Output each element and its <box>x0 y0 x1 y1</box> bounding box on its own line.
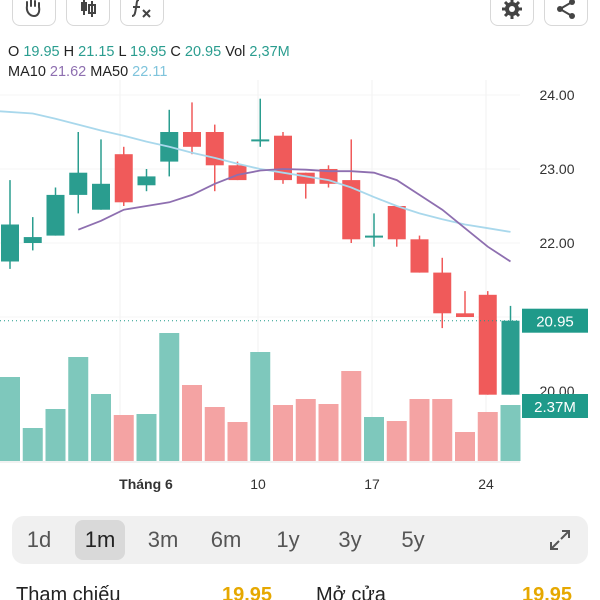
volume-bar <box>250 352 271 461</box>
low-value: 19.95 <box>130 44 167 60</box>
volume-bar <box>113 415 134 461</box>
indicator-button[interactable] <box>120 0 164 26</box>
chart-type-button[interactable] <box>66 0 110 26</box>
share-icon <box>557 0 575 19</box>
high-label: H <box>63 44 75 60</box>
volume-bar <box>68 357 89 461</box>
volume-bar <box>159 333 180 461</box>
expand-icon[interactable] <box>548 528 572 552</box>
share-button[interactable] <box>544 0 588 26</box>
ma50-label: MA50 <box>90 64 129 80</box>
candle-body <box>365 235 383 238</box>
volume-bar <box>364 417 384 461</box>
reference-label: Tham chiếu <box>16 584 121 600</box>
open-price-value: 19.95 <box>522 584 573 600</box>
volume-bar <box>295 399 316 461</box>
candle-body <box>501 320 520 395</box>
candle-body <box>410 239 429 273</box>
candle-body <box>1 224 19 262</box>
volume-bar <box>386 421 407 461</box>
volume-bar <box>455 432 475 461</box>
x-tick-label: 10 <box>250 476 266 492</box>
timeframe-5y[interactable]: 5y <box>401 527 425 552</box>
candle-body <box>46 194 65 236</box>
volume-bar <box>45 409 66 461</box>
volume-badge <box>522 394 588 418</box>
candle-body <box>387 206 406 240</box>
hand-icon <box>25 0 41 18</box>
candle-body <box>342 180 361 240</box>
ohlc-row: O 19.95 H 21.15 L 19.95 C 20.95 Vol 2,37… <box>8 42 290 62</box>
current-price-label: 20.95 <box>536 314 574 331</box>
candle-body <box>251 139 270 142</box>
volume-bar <box>136 414 157 461</box>
volume-label: Vol <box>225 44 246 60</box>
low-label: L <box>118 44 127 60</box>
volume-badge-label: 2.37M <box>534 399 576 416</box>
close-value: 20.95 <box>184 44 222 60</box>
y-tick-label: 24.00 <box>539 87 574 103</box>
volume-bar <box>204 407 225 461</box>
y-tick-label: 23.00 <box>539 161 574 177</box>
volume-bar <box>432 399 453 461</box>
volume-bar <box>182 385 202 461</box>
price-summary-row: Tham chiếu 19.95 Mở cửa 19.95 <box>0 584 600 600</box>
candle-body <box>114 154 133 203</box>
volume-bar <box>0 377 20 461</box>
timeframe-1d[interactable]: 1d <box>26 527 52 552</box>
x-tick-label: Tháng 6 <box>119 476 173 492</box>
gear-icon <box>502 0 522 19</box>
reference-value: 19.95 <box>222 584 273 600</box>
ma10-label: MA10 <box>8 64 46 80</box>
volume-bar <box>22 428 43 461</box>
high-value: 21.15 <box>78 44 115 60</box>
candle-body <box>478 294 497 395</box>
candle-body <box>456 313 474 317</box>
candlestick-icon <box>81 0 96 17</box>
volume-bar <box>500 405 521 461</box>
candle-body <box>433 272 452 314</box>
open-value: 19.95 <box>23 44 60 60</box>
volume-bar <box>477 412 498 461</box>
timeframe-1y[interactable]: 1y <box>276 527 300 552</box>
volume-value: 2,37M <box>249 44 290 60</box>
current-price-badge <box>522 308 588 333</box>
timeframe-bar: 1d 1m 3m 6m 1y 3y 5y <box>12 516 588 564</box>
volume-bar <box>318 404 339 461</box>
volume-bar <box>91 394 111 461</box>
candle-body <box>183 132 201 147</box>
ma10-value: 21.62 <box>49 64 87 80</box>
close-label: C <box>170 44 181 60</box>
open-label: O <box>8 44 20 60</box>
volume-bar <box>273 405 293 461</box>
candle-body <box>92 183 110 210</box>
hand-tool-button[interactable] <box>12 0 56 26</box>
settings-button[interactable] <box>490 0 534 26</box>
timeframe-3y[interactable]: 3y <box>338 527 362 552</box>
ma10-line <box>77 168 511 263</box>
candle-body <box>296 172 315 184</box>
ma50-value: 22.11 <box>132 64 168 80</box>
volume-bar <box>341 371 362 461</box>
volume-bar <box>409 399 430 461</box>
timeframe-3m[interactable]: 3m <box>147 527 179 552</box>
volume-bar <box>227 422 248 461</box>
candle-body <box>69 172 88 195</box>
x-tick-label: 17 <box>364 476 380 492</box>
ma-row: MA10 21.62 MA50 22.11 <box>8 62 290 82</box>
candle-body <box>23 237 42 243</box>
y-tick-label: 22.00 <box>539 235 574 251</box>
ohlc-legend: O 19.95 H 21.15 L 19.95 C 20.95 Vol 2,37… <box>8 42 290 82</box>
timeframe-6m[interactable]: 6m <box>210 527 242 552</box>
x-tick-label: 24 <box>478 476 494 492</box>
timeframe-1m[interactable]: 1m <box>75 520 125 560</box>
indicator-fx-icon <box>131 0 151 18</box>
open-price-label: Mở cửa <box>316 584 386 600</box>
ma50-line <box>0 110 511 233</box>
candle-body <box>137 176 156 186</box>
